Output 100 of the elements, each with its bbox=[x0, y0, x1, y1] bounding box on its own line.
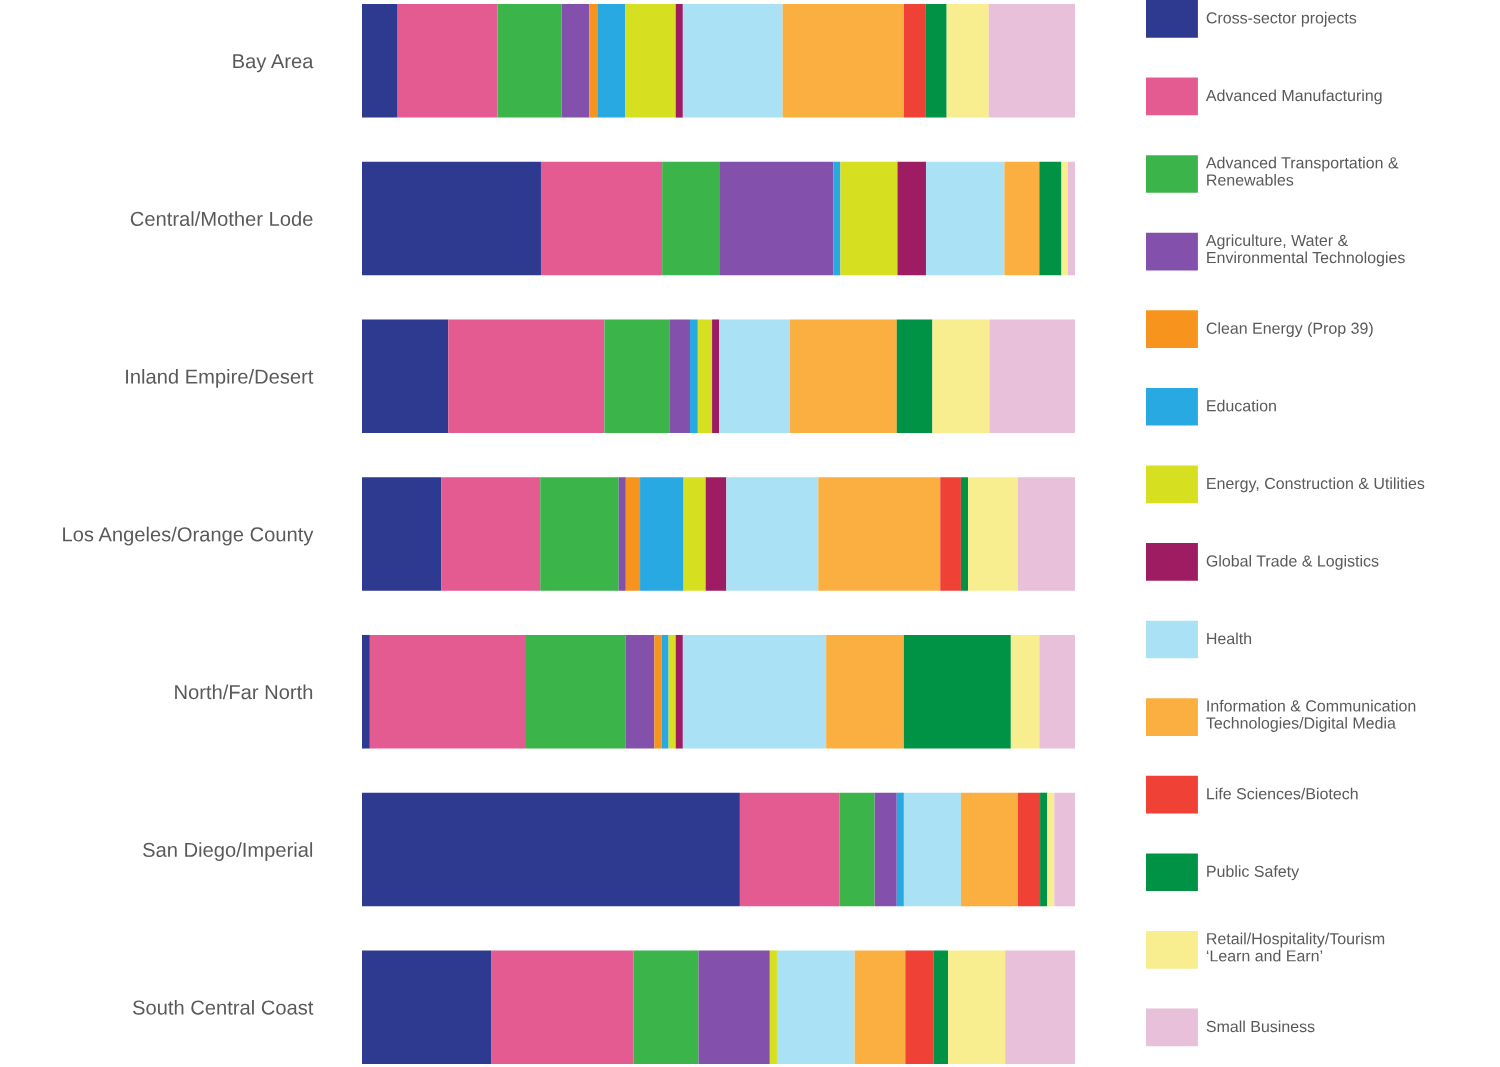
bar bbox=[826, 634, 904, 749]
bar bbox=[362, 792, 740, 907]
y-tick-label: San Diego/Imperial bbox=[143, 842, 313, 861]
bar bbox=[896, 792, 904, 907]
bar bbox=[782, 4, 904, 118]
bar bbox=[940, 477, 961, 591]
bar bbox=[668, 634, 676, 749]
y-tick-label: Los Angeles/Orange County bbox=[63, 526, 314, 546]
bar bbox=[625, 4, 676, 118]
bar bbox=[1017, 792, 1041, 907]
bar bbox=[689, 319, 698, 434]
bar bbox=[874, 792, 897, 907]
bar bbox=[698, 950, 770, 1064]
bar bbox=[654, 634, 662, 749]
bar bbox=[1017, 477, 1075, 591]
bar bbox=[1054, 792, 1075, 907]
bar bbox=[618, 477, 626, 591]
bar bbox=[683, 477, 706, 591]
bar bbox=[925, 4, 947, 118]
bar bbox=[932, 319, 990, 434]
bar bbox=[369, 634, 526, 749]
bar bbox=[719, 319, 790, 434]
bar bbox=[397, 4, 498, 118]
legend-label: Life Sciences/Biotech bbox=[1207, 787, 1358, 800]
bar bbox=[669, 319, 690, 434]
bar bbox=[960, 477, 969, 591]
bar bbox=[589, 4, 598, 118]
bar bbox=[675, 634, 683, 749]
bar bbox=[662, 161, 720, 276]
bar bbox=[1047, 792, 1055, 907]
bar bbox=[905, 950, 934, 1064]
y-tick-label: South Central Coast bbox=[132, 999, 314, 1015]
legend-label: Global Trade & Logistics bbox=[1206, 554, 1379, 570]
bar bbox=[896, 319, 933, 434]
bar bbox=[1040, 792, 1048, 907]
bar bbox=[625, 634, 655, 749]
bar bbox=[705, 477, 727, 591]
y-tick-label: Inland Empire/Desert bbox=[126, 368, 314, 388]
bar bbox=[362, 4, 398, 118]
bar bbox=[682, 4, 783, 118]
bar bbox=[948, 950, 1006, 1064]
bar bbox=[1039, 634, 1075, 749]
bar bbox=[525, 634, 626, 749]
bar bbox=[989, 319, 1075, 434]
legend-label: Clean Energy (Prop 39) bbox=[1206, 322, 1373, 338]
bar bbox=[839, 792, 875, 907]
bar bbox=[1061, 161, 1068, 276]
bar bbox=[776, 950, 855, 1064]
bar bbox=[719, 161, 834, 276]
bar bbox=[640, 477, 684, 591]
bar bbox=[903, 4, 926, 118]
bar bbox=[682, 634, 827, 749]
legend-label: Advanced Manufacturing bbox=[1205, 89, 1382, 105]
y-tick-label: Bay Area bbox=[233, 54, 314, 73]
bar bbox=[946, 4, 989, 118]
y-tick-label: North/Far North bbox=[175, 684, 313, 700]
bar bbox=[933, 950, 949, 1064]
bar bbox=[625, 477, 641, 591]
legend-label: Public Safety bbox=[1207, 865, 1300, 881]
bar bbox=[903, 792, 961, 907]
y-tick-label: Central/Mother Lode bbox=[130, 211, 313, 227]
bar bbox=[739, 792, 840, 907]
bar bbox=[561, 4, 590, 118]
bar bbox=[448, 319, 605, 434]
bar bbox=[697, 319, 713, 434]
bar bbox=[960, 792, 1018, 907]
bar bbox=[491, 950, 634, 1064]
bar bbox=[854, 950, 906, 1064]
bar bbox=[362, 950, 492, 1064]
bar bbox=[1010, 634, 1040, 749]
bar bbox=[818, 477, 941, 591]
legend-label: Education bbox=[1207, 399, 1276, 412]
bar bbox=[441, 477, 541, 591]
bar bbox=[362, 319, 449, 434]
bar bbox=[1005, 950, 1075, 1064]
bar bbox=[833, 161, 841, 276]
bar bbox=[597, 4, 626, 118]
bar bbox=[968, 477, 1018, 591]
bar bbox=[661, 634, 669, 749]
bar bbox=[362, 161, 541, 276]
bar bbox=[897, 161, 926, 276]
bar bbox=[633, 950, 699, 1064]
bar bbox=[540, 161, 663, 276]
bar bbox=[789, 319, 897, 434]
bar bbox=[540, 477, 619, 591]
legend-label: Information & Communication Technologies/Digital Media bbox=[1206, 699, 1416, 732]
bar bbox=[1004, 161, 1040, 276]
legend-label: Health bbox=[1207, 632, 1252, 645]
bar bbox=[1039, 161, 1062, 276]
bar bbox=[903, 634, 1011, 749]
legend-label: Cross-sector projects bbox=[1206, 11, 1357, 27]
bar bbox=[1067, 161, 1075, 276]
bar bbox=[675, 4, 683, 118]
legend-label: Small Business bbox=[1206, 1020, 1315, 1033]
bar bbox=[497, 4, 562, 118]
legend-label: Retail/Hospitality/Tourism ‘Learn and Earn’ bbox=[1206, 932, 1385, 962]
bar bbox=[362, 634, 370, 749]
legend-label: Advanced Transportation & Renewables bbox=[1205, 156, 1399, 186]
bar bbox=[362, 477, 442, 591]
bar bbox=[925, 161, 1005, 276]
